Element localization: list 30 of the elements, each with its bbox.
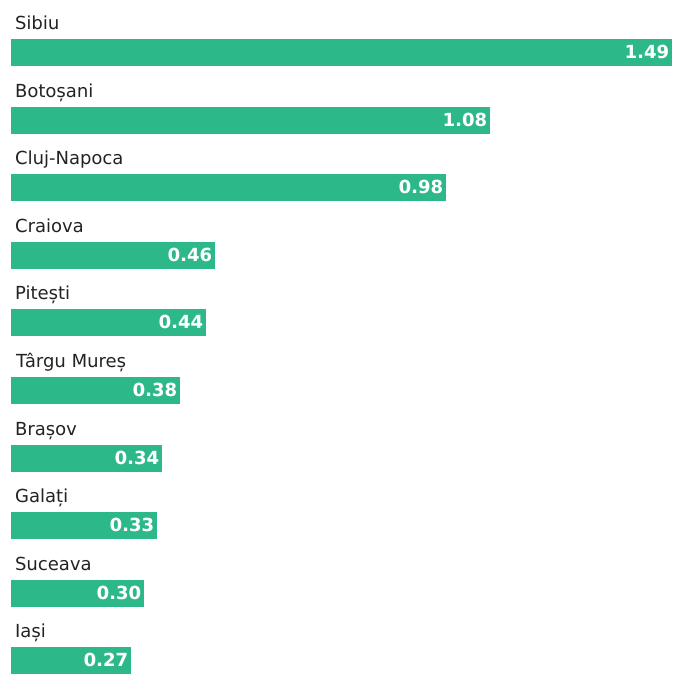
y-tick-label: Sibiu [15,13,60,34]
y-tick-label: Pitești [15,283,70,304]
bar [11,445,162,472]
y-tick-label: Târgu Mureș [15,351,126,372]
y-tick-label: Botoșani [15,81,94,102]
data-label: 0.30 [96,583,141,604]
y-tick-label: Galați [15,486,68,507]
y-tick-label: Cluj-Napoca [15,148,124,169]
y-tick-label: Brașov [15,419,78,440]
data-label: 0.34 [114,448,159,469]
y-tick-label: Craiova [15,216,84,237]
data-label: 0.98 [398,177,443,198]
y-tick-label: Iași [15,621,46,642]
bar [11,580,144,607]
data-label: 0.46 [168,245,212,266]
bar [11,39,672,66]
data-label: 0.38 [132,380,177,401]
data-label: 1.08 [442,110,487,131]
bar [11,377,180,404]
data-label: 1.49 [624,42,669,63]
bar [11,647,131,674]
bar [11,242,215,269]
data-label: 0.27 [84,650,128,671]
bar [11,107,490,134]
bar [11,512,157,539]
bar [11,309,206,336]
y-tick-label: Suceava [15,554,92,575]
bar [11,174,446,201]
data-label: 0.44 [158,312,203,333]
data-label: 0.33 [110,515,154,536]
